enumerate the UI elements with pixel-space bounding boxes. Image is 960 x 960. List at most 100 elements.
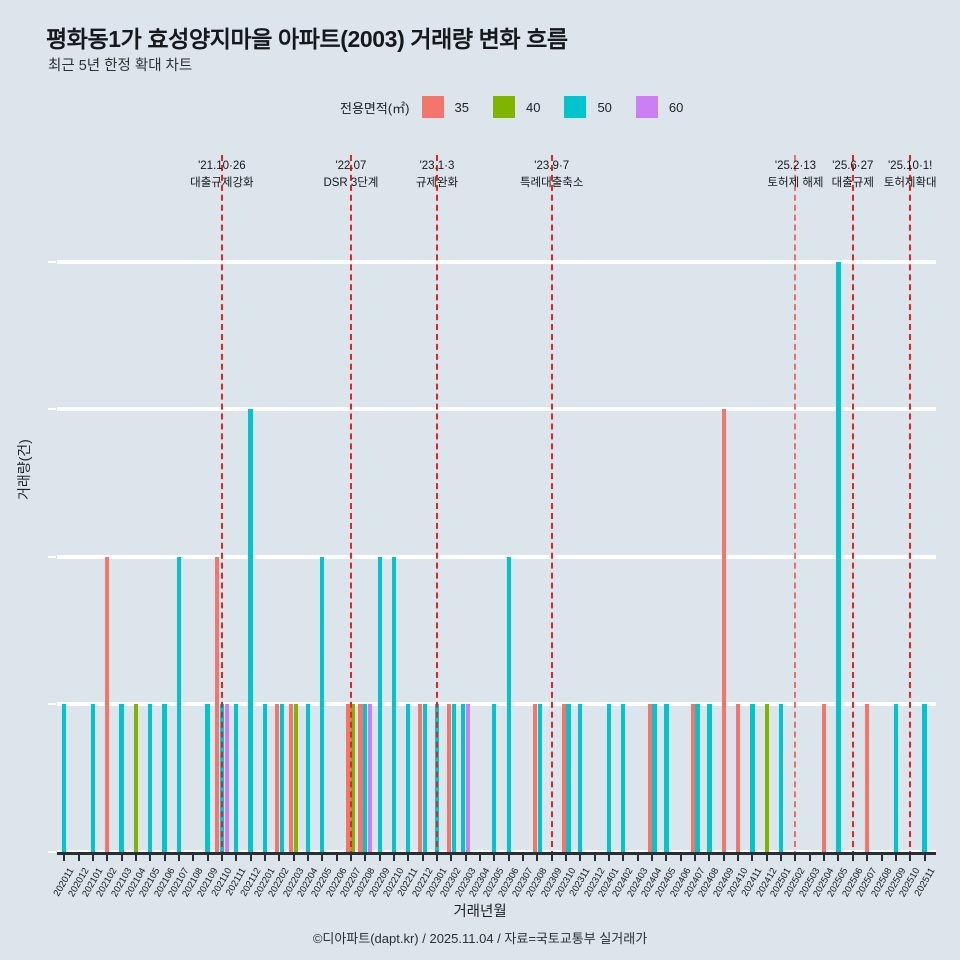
event-line xyxy=(794,155,797,857)
legend-item-35[interactable]: 35 xyxy=(421,96,487,118)
bar[interactable] xyxy=(779,704,784,852)
x-tick-mark xyxy=(608,852,611,861)
legend-title: 전용면적(㎡) xyxy=(340,100,410,116)
bar[interactable] xyxy=(750,704,755,852)
y-tick-mark xyxy=(48,555,56,558)
event-line xyxy=(349,155,352,857)
bar[interactable] xyxy=(461,704,466,852)
x-tick-mark xyxy=(192,852,195,861)
event-line xyxy=(220,155,223,857)
bar[interactable] xyxy=(561,704,566,852)
event-date: '25.6·27 xyxy=(832,160,874,172)
bar[interactable] xyxy=(279,704,284,852)
event-line xyxy=(435,155,438,857)
x-tick-mark xyxy=(880,852,883,861)
x-tick-mark xyxy=(751,852,754,861)
legend-item-60[interactable]: 60 xyxy=(635,96,701,118)
bar[interactable] xyxy=(224,704,229,852)
bar[interactable] xyxy=(707,704,712,852)
legend-label-35: 35 xyxy=(454,99,469,115)
x-tick-mark xyxy=(651,852,654,861)
bar[interactable] xyxy=(391,556,397,852)
bar[interactable] xyxy=(893,704,898,852)
bar[interactable] xyxy=(537,704,542,852)
bar[interactable] xyxy=(90,704,95,852)
event-annotation: '25.10·1! 토허제확대 xyxy=(884,158,937,191)
x-tick-mark xyxy=(708,852,711,861)
bar[interactable] xyxy=(695,704,700,852)
gridline xyxy=(57,702,936,707)
bar[interactable] xyxy=(664,704,669,852)
bar[interactable] xyxy=(406,704,411,852)
bar[interactable] xyxy=(320,556,325,852)
bar[interactable] xyxy=(446,704,452,852)
bar[interactable] xyxy=(836,261,841,852)
bar[interactable] xyxy=(346,704,351,852)
x-tick-mark xyxy=(737,852,740,861)
bar[interactable] xyxy=(274,704,279,852)
bar[interactable] xyxy=(248,409,253,852)
x-tick-mark xyxy=(636,852,639,861)
bar[interactable] xyxy=(578,704,583,852)
x-tick-mark xyxy=(450,852,453,861)
bar[interactable] xyxy=(289,704,294,852)
bar[interactable] xyxy=(422,704,428,852)
bar[interactable] xyxy=(358,704,363,852)
x-tick-mark xyxy=(249,852,252,861)
bar[interactable] xyxy=(606,704,612,852)
bar[interactable] xyxy=(465,704,471,852)
bar[interactable] xyxy=(418,704,423,852)
legend-item-50[interactable]: 50 xyxy=(564,96,629,118)
bar[interactable] xyxy=(566,704,571,852)
x-tick-mark xyxy=(808,852,811,861)
legend-item-40[interactable]: 40 xyxy=(492,96,558,118)
bar[interactable] xyxy=(922,704,927,852)
bar[interactable] xyxy=(148,704,153,852)
event-date: '25.2·13 xyxy=(774,160,817,172)
bar[interactable] xyxy=(451,704,456,852)
legend-swatch-50 xyxy=(564,96,587,118)
bar[interactable] xyxy=(621,704,626,852)
bar[interactable] xyxy=(492,704,497,852)
bar[interactable] xyxy=(293,704,299,852)
bar[interactable] xyxy=(690,704,695,852)
x-tick-mark xyxy=(63,852,66,861)
x-tick-mark xyxy=(765,852,768,861)
bar[interactable] xyxy=(119,704,124,852)
y-tick-mark xyxy=(48,260,56,263)
bar[interactable] xyxy=(865,704,870,852)
bar[interactable] xyxy=(736,704,741,852)
bar[interactable] xyxy=(234,704,239,852)
bar[interactable] xyxy=(262,704,267,852)
x-tick-mark xyxy=(593,852,596,861)
bar[interactable] xyxy=(506,556,511,852)
x-tick-mark xyxy=(407,852,410,861)
bar[interactable] xyxy=(205,704,210,852)
bar[interactable] xyxy=(363,704,368,852)
x-tick-mark xyxy=(550,852,553,861)
event-annotation: '25.6·27 대출규제 xyxy=(832,158,874,191)
bar[interactable] xyxy=(105,556,110,852)
x-tick-mark xyxy=(522,852,525,861)
bar[interactable] xyxy=(764,704,769,852)
bar[interactable] xyxy=(215,556,220,852)
bar[interactable] xyxy=(367,704,373,852)
bar[interactable] xyxy=(652,704,657,852)
bar[interactable] xyxy=(305,704,311,852)
bar[interactable] xyxy=(133,704,138,852)
bar[interactable] xyxy=(377,556,382,852)
bar[interactable] xyxy=(822,704,827,852)
event-date: '25.10·1! xyxy=(887,160,933,172)
bar[interactable] xyxy=(176,556,181,852)
x-tick-mark xyxy=(421,852,424,861)
x-axis-title: 거래년월 xyxy=(453,904,507,920)
bar[interactable] xyxy=(647,704,652,852)
bar[interactable] xyxy=(62,704,67,852)
bar[interactable] xyxy=(721,409,726,852)
bar[interactable] xyxy=(532,704,538,852)
gridline xyxy=(57,554,936,559)
bar[interactable] xyxy=(351,704,356,852)
x-tick-mark xyxy=(780,852,783,861)
bar[interactable] xyxy=(162,704,167,852)
x-tick-mark xyxy=(694,852,697,861)
